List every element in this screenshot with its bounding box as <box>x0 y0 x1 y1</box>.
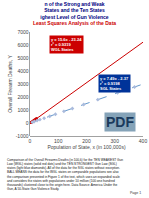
svg-text:Comparison of the Overall Fire: Comparison of the Overall Firearms Death… <box>7 158 123 191</box>
svg-text:Overall Firearm Deaths, Y: Overall Firearm Deaths, Y <box>7 54 13 112</box>
svg-text:100: 100 <box>54 138 63 144</box>
svg-text:Population of State, x (in 100: Population of State, x (in 100,000s) <box>47 144 125 150</box>
svg-text:-1000: -1000 <box>16 133 29 139</box>
svg-text:0: 0 <box>26 120 29 126</box>
svg-text:y = 7.49x - 2.37r² = 0.9198SGL: y = 7.49x - 2.37r² = 0.9198SGL States <box>100 76 129 91</box>
svg-text:200: 200 <box>82 138 91 144</box>
svg-text:2000: 2000 <box>17 94 28 100</box>
svg-text:6000: 6000 <box>17 42 28 48</box>
svg-text:4000: 4000 <box>17 68 28 74</box>
svg-text:5000: 5000 <box>17 55 28 61</box>
svg-text:400: 400 <box>139 138 148 144</box>
svg-text:3000: 3000 <box>17 81 28 87</box>
svg-text:7000: 7000 <box>17 29 28 35</box>
svg-text:0: 0 <box>29 138 32 144</box>
svg-text:y = 15.6x - 23.24r² = 0.9319WG: y = 15.6x - 23.24r² = 0.9319WGL States <box>51 37 82 52</box>
svg-text:1000: 1000 <box>17 107 28 113</box>
svg-text:Page 1: Page 1 <box>130 191 141 195</box>
svg-text:n of the Strong and WeakStates: n of the Strong and WeakStates and the T… <box>33 1 116 27</box>
svg-text:300: 300 <box>111 138 120 144</box>
svg-text:PDF: PDF <box>106 114 134 130</box>
